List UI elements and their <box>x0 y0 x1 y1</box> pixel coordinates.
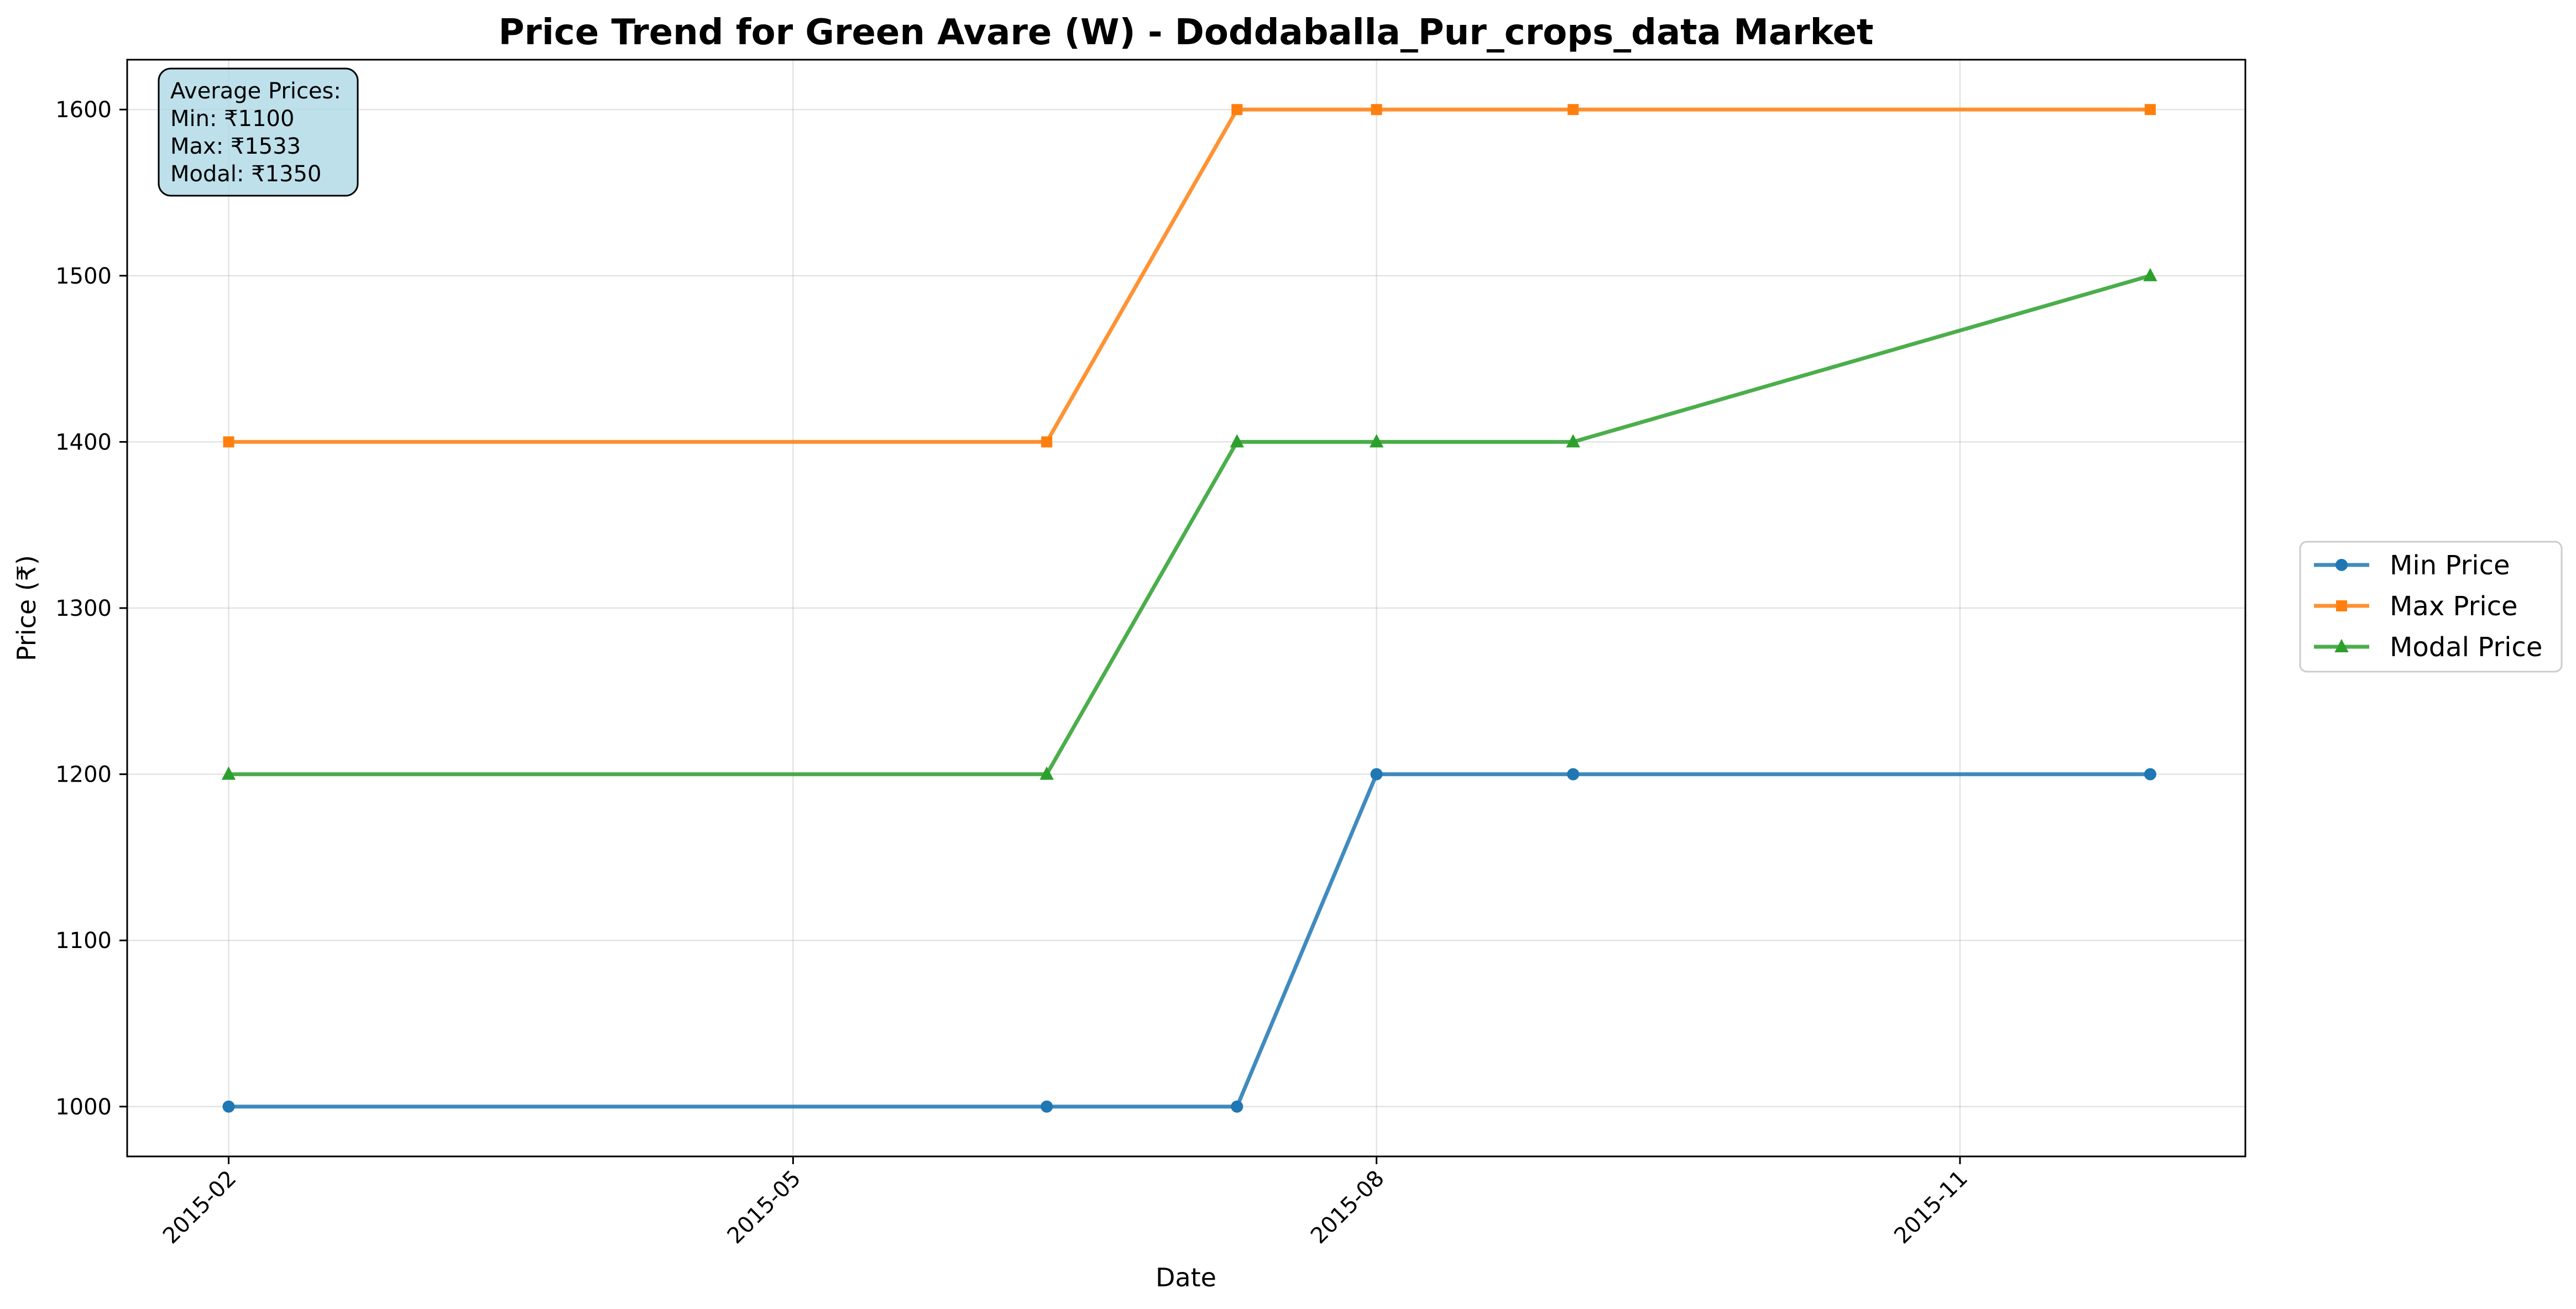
y-axis-label: Price (₹) <box>12 555 41 661</box>
legend-entry-max-price: Max Price <box>2314 591 2518 622</box>
min-price-point <box>2144 768 2156 781</box>
max-price-line <box>228 107 2150 444</box>
legend-frame <box>2299 541 2563 673</box>
min-price-point <box>1231 1100 1243 1113</box>
max-price-point <box>2144 104 2156 116</box>
stats-box-background <box>158 67 359 197</box>
y-tick-label: 1100 <box>55 928 112 954</box>
legend-marker <box>2335 559 2348 571</box>
x-tick-label: 2015-05 <box>723 1166 806 1249</box>
max-price-series <box>223 104 2156 448</box>
y-tick-label: 1400 <box>55 430 112 455</box>
modal-price-point <box>1230 434 1244 448</box>
stats-modal: Modal: ₹1350 <box>170 161 321 187</box>
legend-label: Min Price <box>2390 550 2510 581</box>
min-price-point <box>1567 768 1580 781</box>
y-tick-label: 1000 <box>55 1095 112 1120</box>
x-tick-label: 2015-02 <box>158 1166 242 1249</box>
y-tick-label: 1600 <box>55 97 112 123</box>
grid <box>127 60 2245 1156</box>
min-price-series <box>222 768 2156 1113</box>
y-tick-label: 1200 <box>55 762 112 788</box>
x-axis-label: Date <box>1156 1263 1216 1292</box>
min-price-point <box>1370 768 1383 781</box>
min-price-line <box>228 772 2150 1109</box>
max-price-point <box>1231 104 1243 116</box>
modal-price-point <box>1369 434 1384 448</box>
modal-price-point <box>1566 434 1580 448</box>
max-price-point <box>1371 104 1382 116</box>
max-price-point <box>1041 436 1053 448</box>
legend-entry-min-price: Min Price <box>2314 550 2510 581</box>
modal-price-point <box>221 766 236 780</box>
legend-entry-modal-price: Modal Price <box>2314 632 2542 663</box>
min-price-point <box>222 1100 235 1113</box>
stats-header: Average Prices: <box>170 78 341 104</box>
legend: Min Price Max Price Modal Price <box>2299 541 2563 673</box>
legend-label: Max Price <box>2390 591 2518 622</box>
chart-title: Price Trend for Green Avare (W) - Doddab… <box>498 12 1873 53</box>
axes: 1000 1100 1200 1300 1400 1500 1600 2015-02 2015-… <box>55 97 1973 1249</box>
max-price-point <box>1567 104 1579 116</box>
x-tick-label: 2015-08 <box>1306 1166 1389 1249</box>
modal-price-line <box>228 274 2151 777</box>
stats-max: Max: ₹1533 <box>170 134 301 159</box>
legend-marker <box>2334 638 2349 652</box>
average-prices-box: Average Prices: Min: ₹1100 Max: ₹1533 Mo… <box>158 67 359 197</box>
stats-min: Min: ₹1100 <box>170 106 294 132</box>
y-tick-label: 1500 <box>55 264 112 289</box>
modal-price-series <box>221 268 2157 780</box>
modal-price-point <box>1039 766 1054 780</box>
legend-label: Modal Price <box>2390 632 2542 663</box>
modal-price-point <box>2143 268 2157 281</box>
x-tick-label: 2015-11 <box>1889 1166 1973 1249</box>
y-tick-label: 1300 <box>55 596 112 621</box>
min-price-point <box>1041 1100 1053 1113</box>
legend-marker <box>2336 600 2347 611</box>
series-layer <box>221 104 2157 1113</box>
max-price-point <box>223 436 234 448</box>
